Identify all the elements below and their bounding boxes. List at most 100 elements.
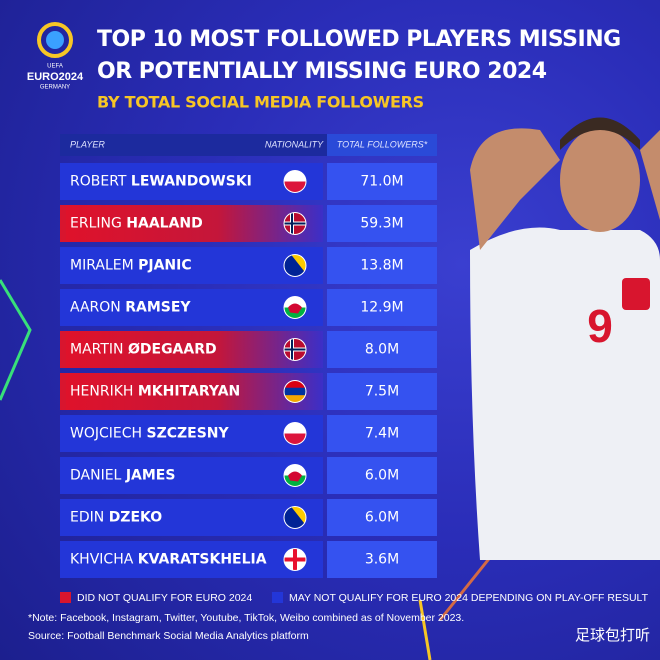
first-name: EDIN (70, 510, 104, 526)
table-rows: ROBERT LEWANDOWSKI 71.0M ERLING HAALAND 59.… (60, 163, 437, 578)
flag-part (284, 348, 306, 351)
logo-name: EURO2024 (27, 71, 84, 83)
flag-border (283, 548, 307, 571)
first-name: WOJCIECH (70, 426, 142, 442)
player-name: HENRIKH MKHITARYAN (70, 384, 240, 400)
legend-swatch (272, 592, 283, 603)
first-name: MARTIN (70, 342, 124, 358)
player-cell (60, 499, 323, 536)
flag (284, 212, 306, 235)
flag-part (288, 303, 302, 314)
player-cell (60, 373, 323, 410)
note: *Note: Facebook, Instagram, Twitter, You… (28, 612, 464, 624)
flag-border (283, 212, 307, 235)
decor-line (0, 279, 32, 401)
logo-place: GERMANY (40, 85, 70, 91)
flag-border (283, 464, 307, 487)
last-name: JAMES (125, 468, 176, 484)
flag-border (283, 254, 307, 277)
last-name: PJANIC (138, 258, 192, 274)
followers-cell (327, 247, 437, 284)
column-header: PLAYER (70, 139, 105, 149)
flag-part (284, 557, 306, 562)
flag-part (284, 387, 306, 396)
player-name: MIRALEM PJANIC (70, 258, 192, 274)
followers-cell (327, 163, 437, 200)
flag-part (284, 380, 306, 388)
followers: 6.0M (365, 510, 399, 526)
player-name: EDIN DZEKO (70, 510, 162, 526)
followers-cell (327, 541, 437, 578)
flag (284, 464, 306, 487)
table-header (327, 134, 437, 156)
logo: UEFA EURO2024 GERMANY (27, 22, 84, 91)
flag (284, 170, 306, 193)
flag-part (288, 471, 302, 482)
legend: DID NOT QUALIFY FOR EURO 2024 MAY NOT QUA… (60, 592, 649, 604)
flag-border (283, 170, 307, 193)
flag-part (284, 422, 306, 434)
first-name: HENRIKH (70, 384, 133, 400)
logo-brand: UEFA (47, 64, 63, 70)
first-name: DANIEL (70, 468, 122, 484)
player-cell (60, 541, 323, 578)
last-name: KVARATSKHELIA (138, 552, 267, 568)
followers: 12.9M (360, 300, 403, 316)
flag-part (284, 170, 306, 182)
followers: 71.0M (360, 174, 403, 190)
flag (284, 296, 306, 319)
flag (284, 548, 306, 571)
followers-cell (327, 331, 437, 368)
followers-cell (327, 289, 437, 326)
followers: 6.0M (365, 468, 399, 484)
flag-part (284, 181, 306, 193)
flag (284, 338, 306, 361)
player-cell (60, 457, 323, 494)
last-name: LEWANDOWSKI (131, 174, 252, 190)
first-name: MIRALEM (70, 258, 134, 274)
column-header: NATIONALITY (265, 139, 324, 149)
followers-cell (327, 415, 437, 452)
player-cell (60, 205, 323, 242)
last-name: DZEKO (109, 510, 163, 526)
flag-part (291, 506, 306, 526)
column-header: TOTAL FOLLOWERS* (337, 139, 428, 149)
title: OR POTENTIALLY MISSING EURO 2024 (97, 59, 547, 84)
flag (284, 422, 306, 445)
player-name: MARTIN ØDEGAARD (70, 342, 217, 358)
legend-label: MAY NOT QUALIFY FOR EURO 2024 DEPENDING … (289, 592, 649, 604)
flag (284, 380, 306, 403)
first-name: AARON (70, 300, 121, 316)
player-name: DANIEL JAMES (70, 468, 175, 484)
jersey-number: 9 (587, 300, 613, 352)
last-name: ØDEGAARD (128, 342, 217, 358)
title: TOP 10 MOST FOLLOWED PLAYERS MISSING (97, 27, 621, 52)
last-name: SZCZESNY (147, 426, 230, 442)
flag-border (283, 380, 307, 403)
subtitle: BY TOTAL SOCIAL MEDIA FOLLOWERS (97, 93, 424, 112)
player-cell (60, 163, 323, 200)
last-name: RAMSEY (125, 300, 191, 316)
player-cell (60, 415, 323, 452)
flag-border (283, 296, 307, 319)
followers-cell (327, 205, 437, 242)
flag (284, 254, 306, 277)
player-name: ROBERT LEWANDOWSKI (70, 174, 252, 190)
first-name: ERLING (70, 216, 122, 232)
player-cell (60, 331, 323, 368)
followers: 7.5M (365, 384, 399, 400)
player-name: WOJCIECH SZCZESNY (70, 426, 230, 442)
player-cell (60, 247, 323, 284)
decor-line (418, 599, 432, 660)
followers-cell (327, 499, 437, 536)
first-name: ROBERT (70, 174, 127, 190)
followers: 7.4M (365, 426, 399, 442)
source: Source: Football Benchmark Social Media … (28, 630, 309, 642)
player-name: ERLING HAALAND (70, 216, 203, 232)
player-image: 9 (470, 117, 660, 560)
row-color (60, 331, 66, 368)
flag (284, 506, 306, 529)
player-cell (60, 289, 323, 326)
